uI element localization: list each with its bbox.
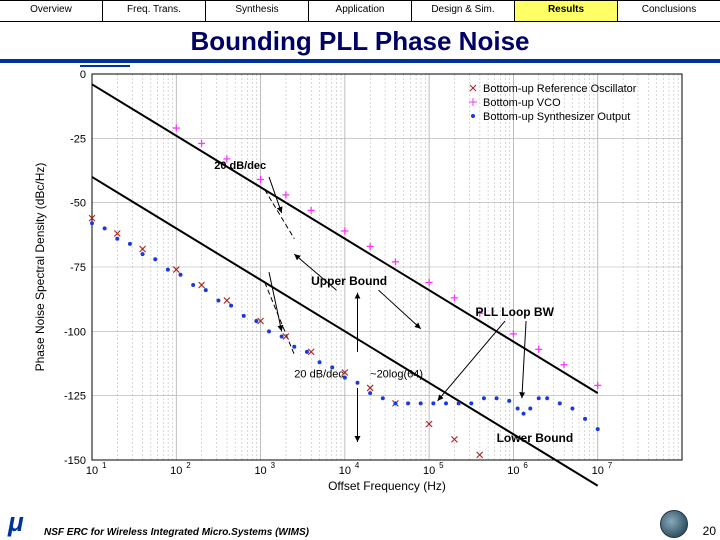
tab-synthesis[interactable]: Synthesis [206,1,309,21]
svg-text:-50: -50 [70,198,86,210]
stray-rule-remnant [80,65,130,67]
svg-text:10: 10 [423,465,435,477]
svg-text:~20log(64): ~20log(64) [370,369,423,381]
tab-design-sim[interactable]: Design & Sim. [412,1,515,21]
tab-conclusions[interactable]: Conclusions [618,1,720,21]
svg-text:1: 1 [102,461,107,470]
svg-text:-25: -25 [70,133,86,145]
svg-text:10: 10 [339,465,351,477]
svg-text:Bottom-up Reference Oscillator: Bottom-up Reference Oscillator [483,83,637,95]
wims-logo-icon: μ [8,507,24,538]
svg-text:Phase Noise Spectral Density (: Phase Noise Spectral Density (dBc/Hz) [33,163,47,372]
svg-text:4: 4 [355,461,360,470]
title-rule [0,59,720,63]
footer-text: NSF ERC for Wireless Integrated Micro.Sy… [44,527,309,538]
svg-text:Upper Bound: Upper Bound [311,274,387,288]
chart-svg: 0-25-50-75-100-125-150101102103104105106… [20,64,700,500]
svg-text:10: 10 [592,465,604,477]
svg-text:Offset Frequency (Hz): Offset Frequency (Hz) [328,479,446,493]
svg-text:7: 7 [608,461,613,470]
slide-title: Bounding PLL Phase Noise [0,22,720,59]
svg-text:10: 10 [507,465,519,477]
svg-text:-150: -150 [64,455,86,467]
svg-text:3: 3 [271,461,276,470]
svg-text:10: 10 [86,465,98,477]
tab-freq-trans[interactable]: Freq. Trans. [103,1,206,21]
tab-results[interactable]: Results [515,1,618,21]
svg-text:-125: -125 [64,391,86,403]
tab-overview[interactable]: Overview [0,1,103,21]
svg-text:5: 5 [439,461,444,470]
svg-text:2: 2 [186,461,191,470]
tab-application[interactable]: Application [309,1,412,21]
svg-text:6: 6 [523,461,528,470]
page-number: 20 [703,524,716,538]
nav-tabs: Overview Freq. Trans. Synthesis Applicat… [0,0,720,22]
svg-text:-100: -100 [64,326,86,338]
svg-text:Bottom-up Synthesizer Output: Bottom-up Synthesizer Output [483,111,630,123]
svg-text:PLL Loop BW: PLL Loop BW [476,305,555,319]
svg-text:Bottom-up VCO: Bottom-up VCO [483,97,561,109]
seal-icon [660,510,688,538]
slide-footer: μ NSF ERC for Wireless Integrated Micro.… [0,512,720,540]
slide-root: Overview Freq. Trans. Synthesis Applicat… [0,0,720,540]
svg-text:20 dB/dec: 20 dB/dec [294,369,344,381]
svg-text:-75: -75 [70,262,86,274]
svg-text:10: 10 [170,465,182,477]
phase-noise-chart: 0-25-50-75-100-125-150101102103104105106… [20,64,700,504]
svg-text:10: 10 [254,465,266,477]
svg-text:20 dB/dec: 20 dB/dec [214,160,266,172]
svg-text:Lower Bound: Lower Bound [497,431,574,445]
svg-text:0: 0 [80,69,86,81]
